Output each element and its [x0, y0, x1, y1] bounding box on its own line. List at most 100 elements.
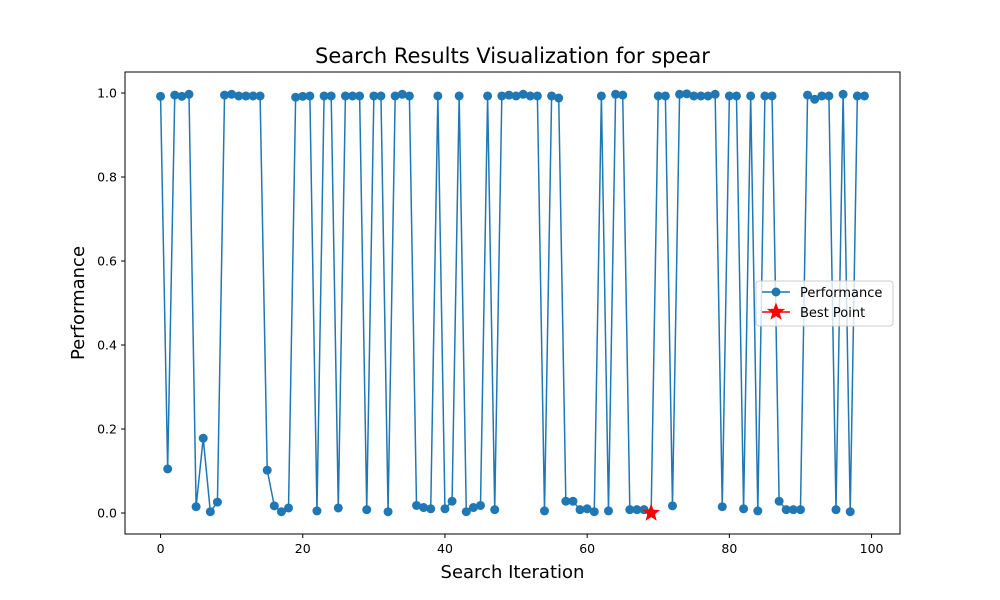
performance-point	[667, 501, 677, 511]
performance-point	[404, 91, 414, 101]
performance-point	[838, 89, 848, 99]
performance-point	[760, 91, 770, 101]
performance-point	[497, 91, 507, 101]
performance-point	[319, 91, 329, 101]
performance-point	[177, 91, 187, 101]
performance-point	[312, 506, 322, 516]
performance-point	[490, 505, 500, 515]
performance-point	[369, 91, 379, 101]
performance-point	[774, 496, 784, 506]
performance-point	[397, 89, 407, 99]
performance-point	[234, 91, 244, 101]
performance-point	[852, 91, 862, 101]
chart-title: Search Results Visualization for spear	[315, 44, 710, 68]
performance-point	[618, 90, 628, 100]
performance-point	[575, 505, 585, 515]
performance-point	[333, 503, 343, 513]
performance-point	[262, 465, 272, 475]
y-tick-label: 0.0	[97, 506, 117, 521]
legend-performance-marker-icon	[771, 287, 781, 297]
performance-point	[184, 89, 194, 99]
performance-point	[689, 91, 699, 101]
legend-best-point-label: Best Point	[800, 306, 865, 321]
plot-frame	[124, 71, 901, 535]
performance-point	[518, 89, 528, 99]
performance-point	[468, 503, 478, 513]
performance-point	[540, 506, 549, 516]
performance-point	[746, 91, 756, 101]
performance-point	[348, 91, 358, 101]
performance-point	[419, 503, 429, 513]
performance-point	[440, 504, 450, 514]
y-tick-label: 1.0	[97, 86, 117, 101]
performance-point	[582, 504, 592, 514]
performance-point	[795, 505, 805, 515]
performance-point	[554, 93, 564, 103]
performance-point	[511, 91, 521, 101]
performance-point	[433, 91, 443, 101]
performance-point	[817, 91, 827, 101]
performance-point	[198, 433, 208, 443]
performance-point	[696, 91, 706, 101]
performance-point	[454, 91, 464, 101]
performance-point	[191, 502, 201, 512]
performance-point	[810, 94, 820, 104]
performance-point	[731, 91, 741, 101]
performance-point	[220, 90, 230, 100]
performance-point	[547, 91, 557, 101]
performance-point	[255, 91, 265, 101]
x-tick-label: 80	[721, 541, 737, 556]
performance-point	[717, 502, 727, 512]
performance-point	[532, 91, 542, 101]
performance-point	[326, 91, 336, 101]
performance-point	[376, 91, 386, 101]
performance-point	[163, 464, 173, 474]
performance-point	[412, 500, 422, 510]
performance-point	[461, 507, 471, 517]
performance-point	[859, 91, 869, 101]
performance-point	[298, 91, 308, 101]
x-tick-label: 40	[437, 541, 453, 556]
y-tick-label: 0.6	[97, 254, 117, 269]
performance-point	[205, 507, 215, 517]
performance-point	[276, 507, 286, 517]
performance-point	[269, 501, 279, 511]
performance-point	[390, 91, 400, 101]
performance-point	[589, 507, 599, 517]
performance-point	[682, 89, 692, 99]
y-tick-label: 0.8	[97, 170, 117, 185]
performance-point	[660, 91, 670, 101]
performance-point	[476, 500, 485, 510]
performance-point	[383, 507, 393, 517]
x-tick-label: 100	[860, 541, 884, 556]
performance-point	[305, 91, 315, 101]
performance-point	[483, 91, 493, 101]
y-tick-label: 0.2	[97, 422, 117, 437]
performance-point	[611, 89, 621, 99]
performance-point	[824, 91, 834, 101]
legend: Performance Best Point	[755, 280, 894, 327]
performance-point	[212, 497, 222, 507]
performance-point	[781, 505, 791, 515]
best-point-star	[642, 503, 661, 521]
performance-point	[504, 90, 514, 100]
performance-point	[767, 91, 777, 101]
y-tick-label: 0.4	[97, 338, 117, 353]
performance-point	[724, 91, 734, 101]
performance-point	[603, 506, 613, 516]
performance-point	[568, 496, 578, 506]
x-tick-label: 0	[157, 541, 165, 556]
performance-point	[753, 506, 763, 516]
performance-point	[675, 89, 685, 99]
performance-point	[248, 91, 258, 101]
axis-ticks: 0 20 40 60 80 100 0.0 0.2 0.4 0.6 0.8 1.0	[97, 86, 883, 557]
performance-point	[426, 504, 436, 514]
performance-point	[284, 503, 294, 513]
performance-point	[291, 92, 301, 102]
x-tick-label: 20	[295, 541, 311, 556]
plot-marks	[156, 89, 869, 521]
performance-point	[632, 505, 642, 515]
performance-point	[739, 504, 749, 514]
